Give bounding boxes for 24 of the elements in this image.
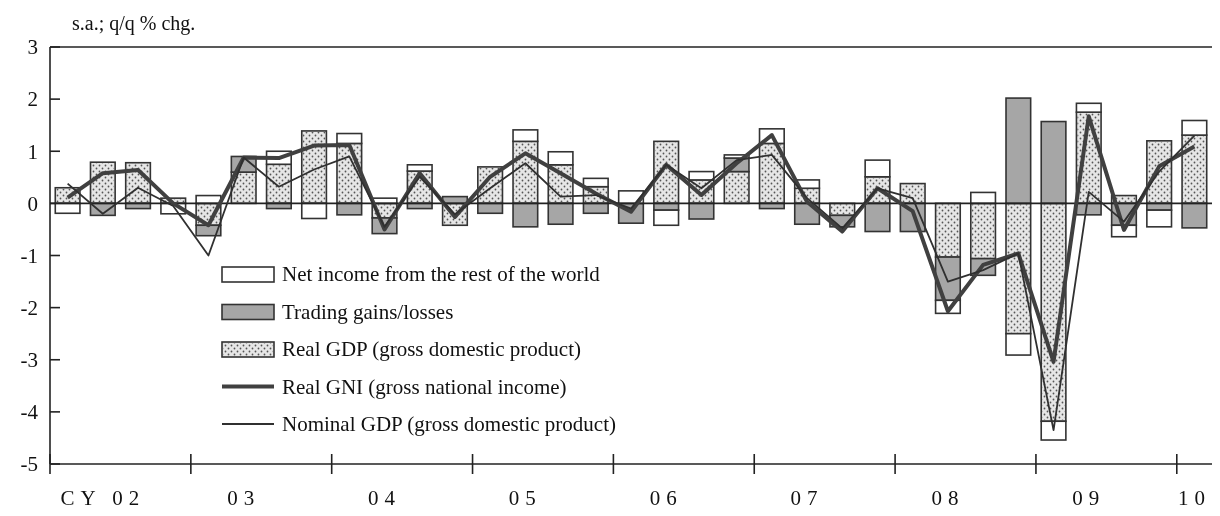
y-tick-label: -3: [20, 348, 38, 373]
y-tick-label: 3: [27, 35, 38, 60]
legend-label: Trading gains/losses: [282, 299, 454, 324]
y-tick-label: 2: [27, 87, 38, 112]
x-tick-label: 04: [368, 486, 402, 510]
x-tick-label: 05: [508, 486, 542, 510]
y-tick-label: 0: [27, 191, 38, 216]
x-tick-label: 10: [1177, 486, 1211, 510]
x-tick-label: 09: [1072, 486, 1106, 510]
y-tick-label: 1: [27, 139, 38, 164]
legend-label: Nominal GDP (gross domestic product): [282, 412, 617, 436]
legend-label: Real GDP (gross domestic product): [282, 337, 582, 361]
legend-label: Real GNI (gross national income): [282, 374, 567, 399]
x-tick-label: 08: [931, 486, 965, 510]
y-tick-label: -2: [20, 295, 38, 320]
legend-label: Net income from the rest of the world: [282, 262, 601, 286]
y-tick-label: -5: [20, 452, 38, 477]
x-tick-label: 07: [790, 486, 824, 510]
y-tick-label: -4: [20, 400, 39, 425]
x-tick-label: 03: [227, 486, 261, 510]
y-tick-label: -1: [20, 243, 38, 268]
y-axis-title: s.a.; q/q % chg.: [72, 12, 196, 35]
x-tick-label: CY 02: [60, 486, 146, 510]
x-tick-label: 06: [649, 486, 683, 510]
